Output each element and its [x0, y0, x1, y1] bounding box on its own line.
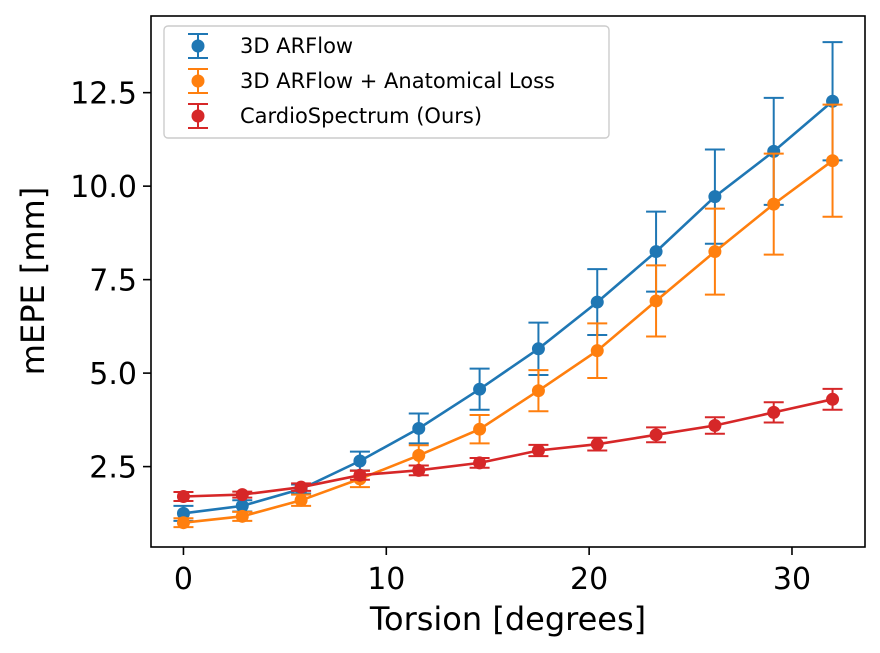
y-axis: 2.5 5.0 7.5 10.0 12.5 — [70, 77, 151, 486]
data-point — [767, 197, 781, 211]
plot-area-frame — [150, 15, 866, 548]
series-3d-arflow-anatomical-loss — [173, 103, 843, 530]
data-point — [590, 437, 604, 451]
data-point — [176, 490, 190, 504]
legend-marker — [191, 74, 205, 88]
legend-box — [163, 25, 610, 139]
legend-marker — [191, 39, 205, 53]
data-point — [473, 456, 487, 470]
data-point — [176, 506, 190, 520]
data-point — [767, 405, 781, 419]
data-point — [708, 418, 722, 432]
data-point — [708, 190, 722, 204]
data-point — [235, 488, 249, 502]
data-point — [473, 422, 487, 436]
data-point — [590, 344, 604, 358]
data-point — [176, 516, 190, 530]
x-tick-label: 10 — [367, 562, 405, 597]
data-point — [412, 448, 426, 462]
legend-label: CardioSpectrum (Ours) — [240, 104, 482, 128]
y-tick-label: 12.5 — [70, 77, 137, 112]
data-point — [649, 428, 663, 442]
data-point — [235, 499, 249, 513]
x-tick-label: 30 — [773, 562, 811, 597]
legend: 3D ARFlow 3D ARFlow + Anatomical Loss Card… — [163, 25, 610, 139]
data-point — [826, 154, 840, 168]
legend-marker — [191, 109, 205, 123]
data-point — [531, 384, 545, 398]
series-line — [183, 159, 834, 524]
data-point — [708, 245, 722, 259]
data-point — [473, 382, 487, 396]
data-point — [353, 468, 367, 482]
x-axis-label: Torsion [degrees] — [369, 600, 646, 638]
data-point — [294, 480, 308, 494]
data-point — [294, 493, 308, 507]
y-tick-label: 5.0 — [89, 357, 137, 392]
data-point — [531, 342, 545, 356]
data-point — [531, 444, 545, 458]
data-point — [826, 392, 840, 406]
y-tick-label: 2.5 — [89, 451, 137, 486]
data-point — [767, 144, 781, 158]
legend-label: 3D ARFlow — [240, 34, 353, 58]
x-tick-label: 0 — [174, 562, 193, 597]
y-axis-label: mEPE [mm] — [14, 187, 52, 375]
data-point — [412, 463, 426, 477]
y-tick-label: 7.5 — [89, 264, 137, 299]
legend-label: 3D ARFlow + Anatomical Loss — [240, 69, 555, 93]
data-point — [649, 245, 663, 259]
data-point — [353, 454, 367, 468]
y-tick-label: 10.0 — [70, 170, 137, 205]
data-point — [235, 509, 249, 523]
data-point — [649, 294, 663, 308]
series-layer — [173, 41, 843, 530]
x-tick-label: 20 — [570, 562, 608, 597]
data-point — [412, 421, 426, 435]
x-axis: 0 10 20 30 — [174, 547, 811, 597]
data-point — [590, 295, 604, 309]
series-line — [183, 398, 833, 498]
series-cardiospectrum-ours- — [173, 387, 843, 504]
